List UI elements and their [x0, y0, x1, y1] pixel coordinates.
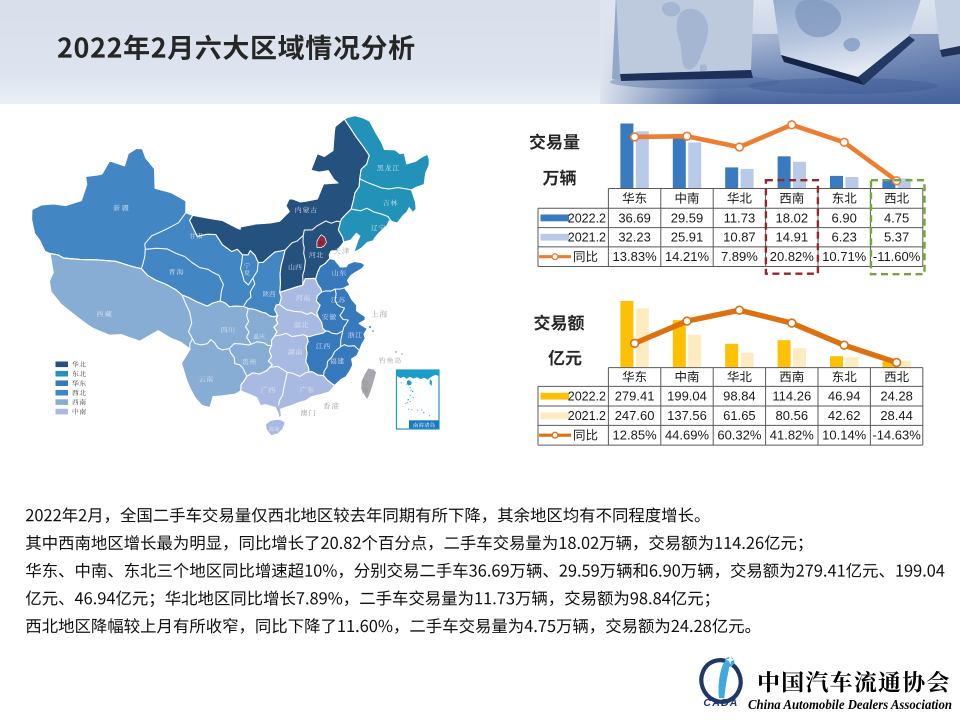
svg-text:29.59: 29.59: [671, 210, 704, 225]
svg-text:42.62: 42.62: [828, 408, 861, 423]
svg-text:2021.2: 2021.2: [568, 231, 606, 245]
svg-text:25.91: 25.91: [671, 230, 704, 245]
svg-text:11.73: 11.73: [724, 210, 756, 225]
svg-text:114.26: 114.26: [772, 389, 811, 404]
svg-text:4.75: 4.75: [884, 210, 909, 225]
svg-text:44.69%: 44.69%: [665, 428, 710, 443]
svg-text:-11.60%: -11.60%: [873, 249, 921, 264]
svg-text:41.82%: 41.82%: [770, 428, 815, 443]
svg-text:7.89%: 7.89%: [721, 249, 758, 264]
svg-text:CADA: CADA: [703, 697, 738, 709]
svg-text:60.32%: 60.32%: [717, 428, 762, 443]
svg-text:32.23: 32.23: [618, 230, 651, 245]
svg-text:6.90: 6.90: [832, 210, 857, 225]
svg-text:10.71%: 10.71%: [822, 249, 867, 264]
svg-text:61.65: 61.65: [723, 408, 756, 423]
svg-text:46.94: 46.94: [828, 389, 861, 404]
svg-text:199.04: 199.04: [667, 389, 707, 404]
svg-text:China Automobile Dealers Assoc: China Automobile Dealers Association: [748, 697, 952, 712]
svg-text:24.28: 24.28: [880, 389, 913, 404]
svg-text:36.69: 36.69: [618, 210, 651, 225]
svg-text:98.84: 98.84: [723, 389, 756, 404]
svg-text:-14.63%: -14.63%: [872, 428, 921, 443]
svg-text:247.60: 247.60: [615, 408, 655, 423]
svg-text:20.82%: 20.82%: [770, 249, 815, 264]
svg-text:80.56: 80.56: [776, 408, 809, 423]
svg-text:18.02: 18.02: [776, 210, 809, 225]
svg-text:2022.2: 2022.2: [568, 390, 606, 404]
svg-text:2021.2: 2021.2: [568, 409, 606, 423]
svg-text:12.85%: 12.85%: [613, 428, 658, 443]
svg-text:279.41: 279.41: [615, 389, 655, 404]
svg-text:13.83%: 13.83%: [613, 249, 658, 264]
svg-text:10.14%: 10.14%: [822, 428, 867, 443]
svg-text:137.56: 137.56: [667, 408, 707, 423]
svg-text:2022.2: 2022.2: [568, 211, 606, 225]
svg-text:28.44: 28.44: [880, 408, 913, 423]
svg-text:5.37: 5.37: [884, 230, 909, 245]
svg-text:14.91: 14.91: [776, 230, 809, 245]
svg-text:14.21%: 14.21%: [665, 249, 710, 264]
svg-text:10.87: 10.87: [723, 230, 756, 245]
svg-text:6.23: 6.23: [832, 230, 857, 245]
